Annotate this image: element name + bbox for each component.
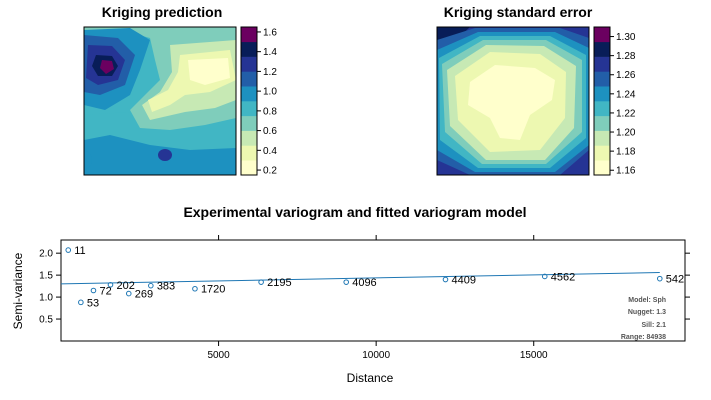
y-tick-label: 2.0	[39, 249, 53, 260]
y-tick-label: 1.5	[39, 271, 53, 282]
prediction-colorbar-swatch	[241, 160, 257, 176]
prediction-colorbar-swatch	[241, 145, 257, 161]
variogram-point	[148, 282, 154, 289]
x-tick-label: 5000	[207, 350, 230, 361]
variogram-x-label: Distance	[347, 371, 394, 385]
prediction-colorbar-tick-label: 1.6	[263, 27, 277, 38]
variogram-point-label: 542	[666, 274, 684, 286]
stderr-title: Kriging standard error	[444, 4, 593, 20]
stderr-colorbar-tick-label: 1.26	[616, 70, 636, 81]
x-tick-label: 10000	[362, 350, 390, 361]
stderr-colorbar-swatch	[594, 115, 610, 131]
stderr-colorbar-swatch	[594, 145, 610, 161]
prediction-colorbar-swatch	[241, 41, 257, 57]
variogram-point-label: 4096	[352, 277, 376, 289]
prediction-colorbar-tick-label: 0.2	[263, 166, 277, 177]
variogram-point-label: 202	[116, 280, 134, 292]
stderr-map	[436, 26, 590, 176]
prediction-colorbar-swatch	[241, 56, 257, 72]
variogram-point	[656, 275, 663, 282]
variogram-plot-frame	[60, 239, 686, 342]
y-tick-label: 1.0	[39, 293, 53, 304]
variogram-point-label: 4409	[451, 275, 475, 287]
stderr-colorbar-tick-label: 1.20	[616, 128, 636, 139]
prediction-colorbar-frame	[240, 26, 258, 176]
stderr-colorbar-swatch	[594, 41, 610, 57]
prediction-colorbar-swatch	[241, 86, 257, 102]
prediction-colorbar-swatch	[241, 27, 257, 43]
variogram-point-label: 1720	[201, 284, 225, 296]
variogram-point	[258, 279, 264, 285]
variogram-point-label: 2195	[267, 277, 291, 289]
prediction-map	[83, 26, 237, 176]
y-tick-label: 0.5	[39, 315, 53, 326]
variogram-point-label: 4562	[551, 271, 575, 283]
x-tick-label: 15000	[520, 350, 548, 361]
legend-range: Range: 84938	[621, 334, 666, 341]
prediction-title: Kriging prediction	[102, 4, 223, 20]
variogram-point	[192, 285, 198, 292]
stderr-colorbar-swatch	[594, 27, 610, 43]
stderr-colorbar-swatch	[594, 130, 610, 146]
stderr-colorbar-tick-label: 1.16	[616, 166, 636, 177]
prediction-colorbar-tick-label: 0.6	[263, 126, 277, 137]
prediction-colorbar-tick-label: 0.4	[263, 146, 277, 157]
legend-model: Model: Sph	[628, 297, 666, 304]
prediction-colorbar-swatch	[241, 130, 257, 146]
variogram-point-label: 11	[74, 245, 85, 257]
stderr-colorbar-swatch	[594, 56, 610, 72]
legend-sill: Sill: 2.1	[641, 322, 666, 329]
variogram-point-label: 269	[135, 289, 153, 301]
variogram-point	[442, 276, 449, 283]
legend-nugget: Nugget: 1.3	[628, 309, 666, 316]
stderr-colorbar-tick-label: 1.18	[616, 147, 636, 158]
variogram-point	[78, 299, 84, 306]
prediction-colorbar-tick-label: 1.0	[263, 87, 277, 98]
stderr-colorbar-tick-label: 1.22	[616, 108, 636, 119]
stderr-colorbar-tick-label: 1.24	[616, 89, 636, 100]
prediction-colorbar-tick-label: 1.2	[263, 67, 277, 78]
stderr-colorbar-swatch	[594, 71, 610, 87]
stderr-colorbar-swatch	[594, 160, 610, 176]
fitted-model-line	[60, 271, 660, 285]
variogram-title: Experimental variogram and fitted variog…	[183, 204, 526, 220]
variogram-point	[541, 273, 548, 280]
prediction-colorbar: 0.2 0.4 0.6 0.8 1.0 1.2 1.4 1.6	[240, 26, 277, 177]
prediction-colorbar-swatch	[241, 101, 257, 117]
prediction-colorbar-tick-label: 1.4	[263, 47, 277, 58]
stderr-colorbar-tick-label: 1.28	[616, 51, 636, 62]
stderr-colorbar-swatch	[594, 101, 610, 117]
stderr-colorbar-tick-label: 1.30	[616, 32, 636, 43]
prediction-colorbar-swatch	[241, 115, 257, 131]
variogram-point-label: 72	[99, 286, 111, 298]
variogram-point-label: 383	[157, 281, 175, 293]
variogram-point-label: 53	[87, 297, 99, 309]
variogram-model-legend: Model: Sph Nugget: 1.3 Sill: 2.1 Range: …	[621, 297, 666, 341]
stderr-colorbar-swatch	[594, 86, 610, 102]
variogram-y-label: Semi-variance	[11, 252, 25, 329]
prediction-colorbar-tick-label: 0.8	[263, 106, 277, 117]
variogram-point	[65, 247, 72, 253]
variogram-point	[343, 279, 350, 285]
variogram-point	[107, 281, 114, 288]
variogram-point	[125, 290, 132, 297]
prediction-colorbar-swatch	[241, 71, 257, 87]
variogram-point	[90, 287, 97, 294]
stderr-colorbar-frame	[593, 26, 611, 176]
stderr-colorbar: 1.16 1.18 1.20 1.22 1.24 1.26 1.28 1.30	[593, 26, 636, 177]
